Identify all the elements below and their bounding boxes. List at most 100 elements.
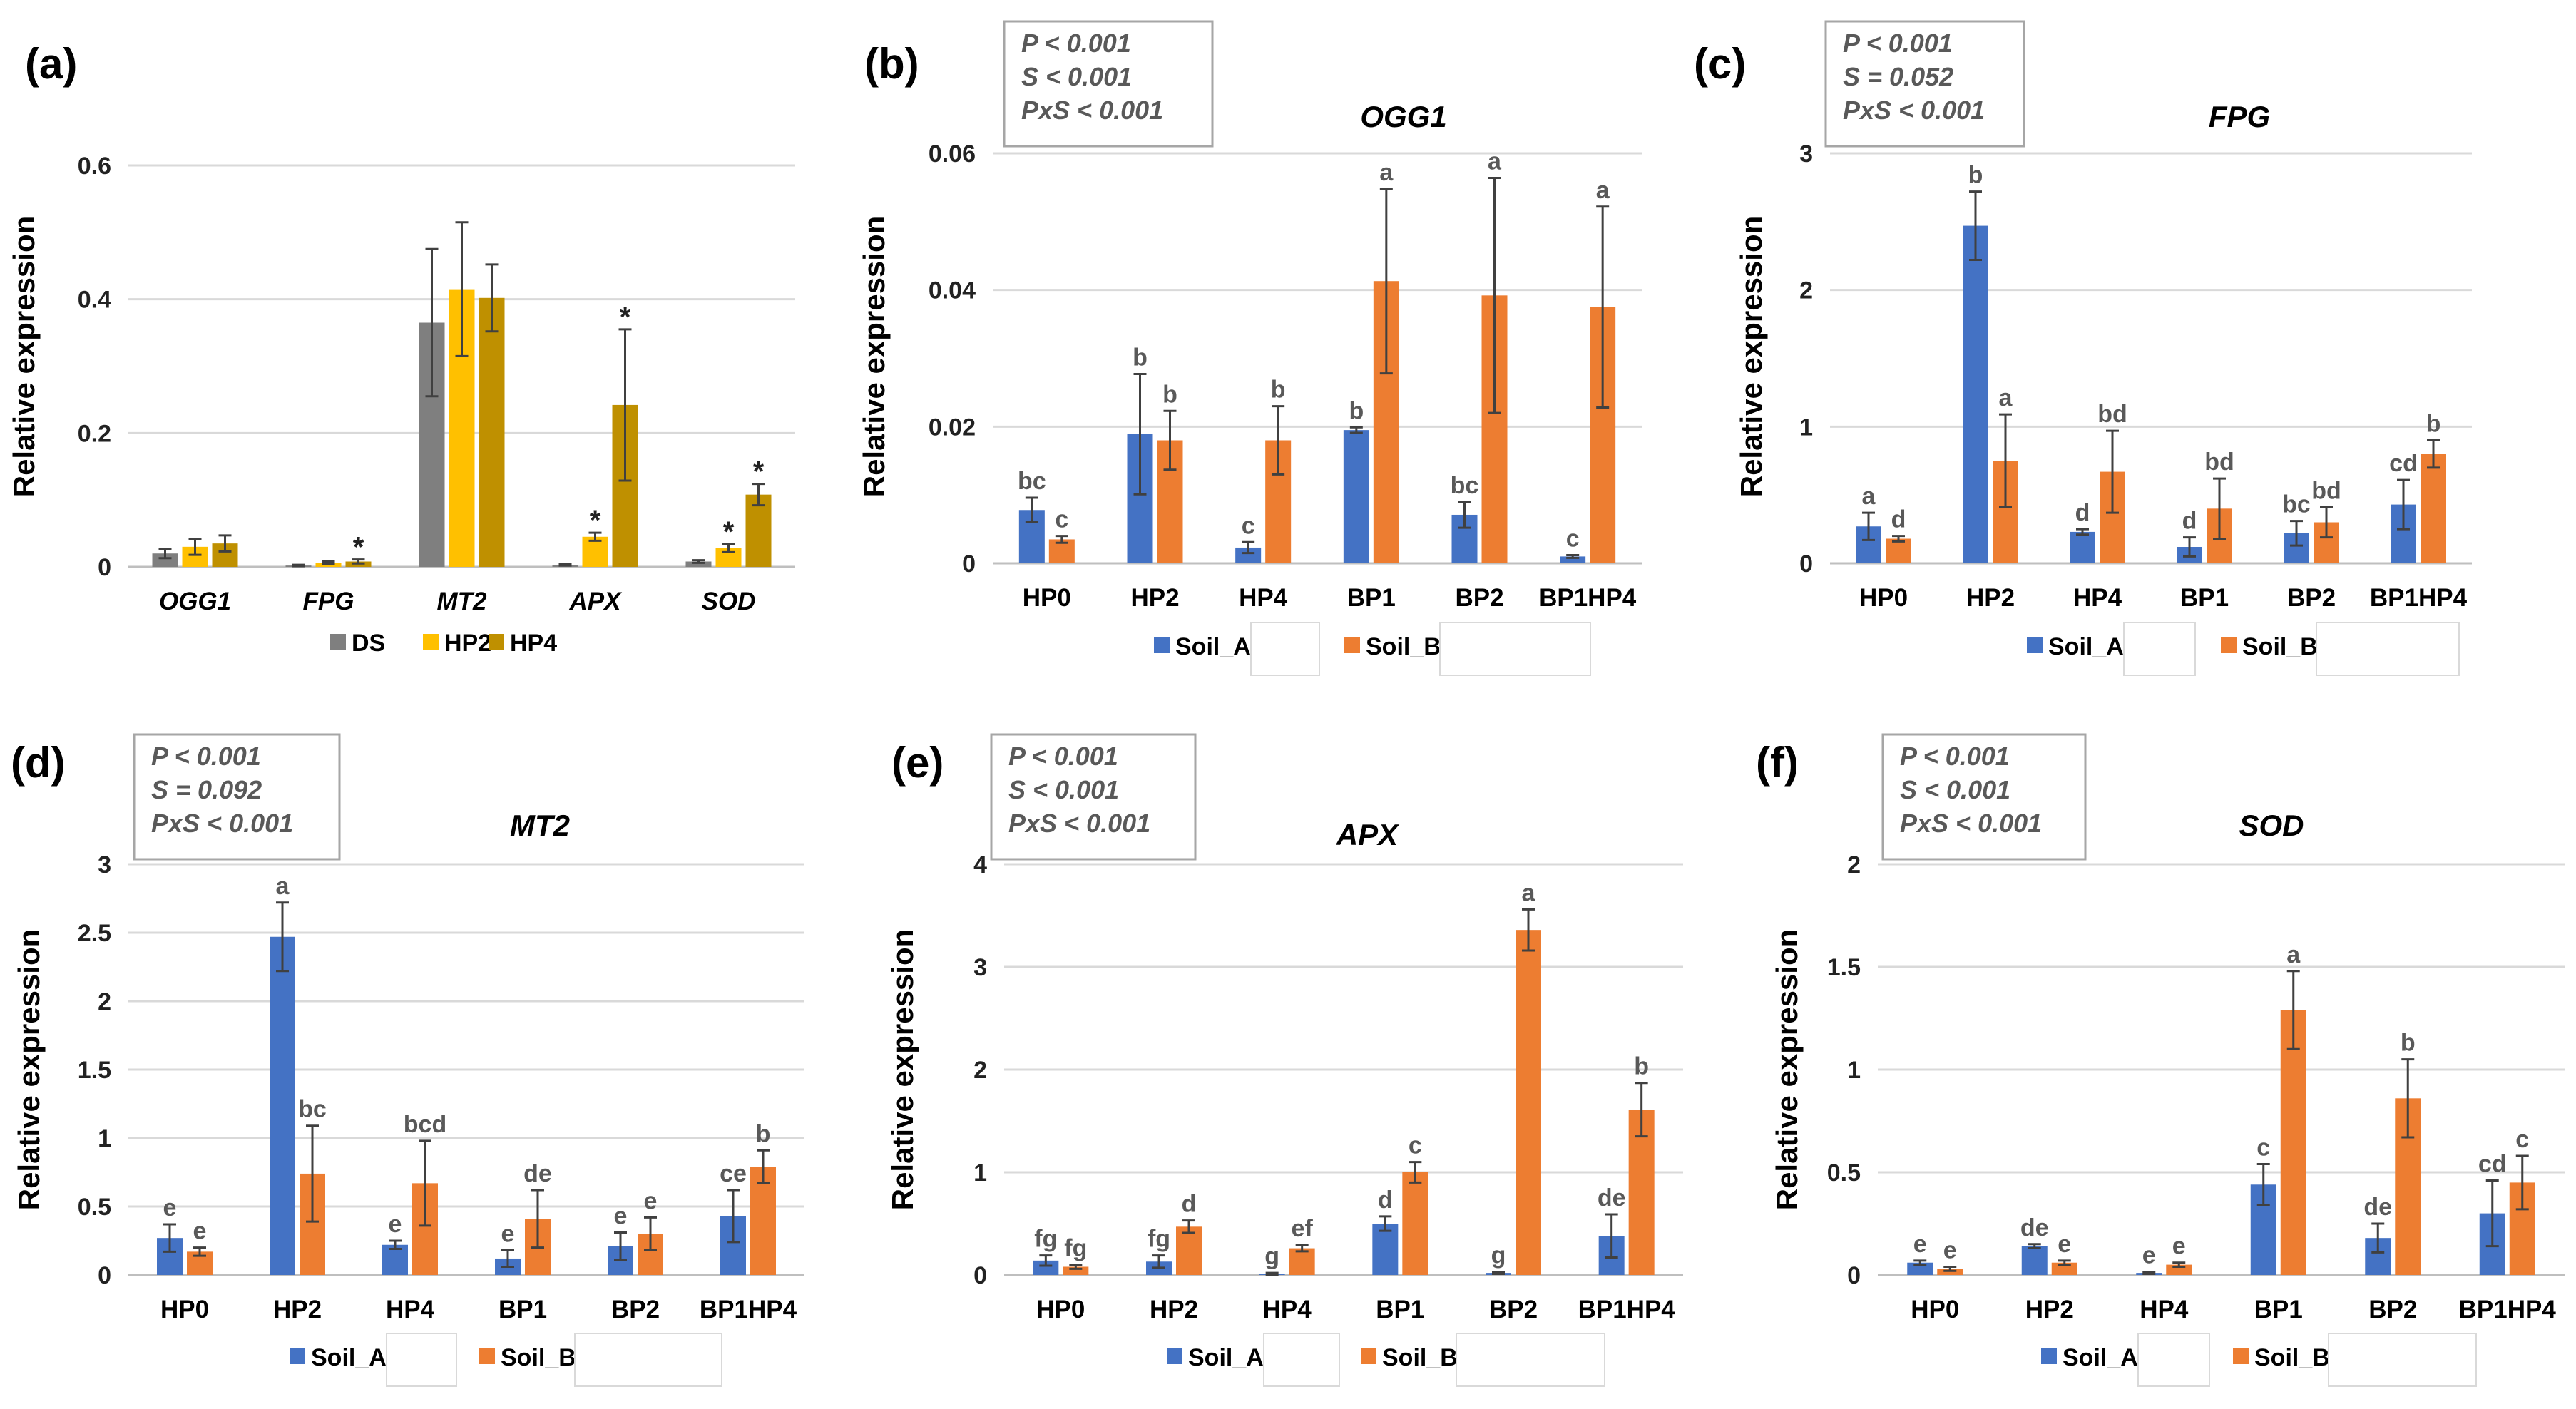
stats-text: S < 0.001 — [1900, 775, 2010, 804]
chart-title: SOD — [2239, 809, 2304, 842]
bar-soil-a — [270, 936, 295, 1275]
legend-swatch — [2221, 637, 2237, 653]
bar-ds — [685, 561, 712, 567]
significance-label: g — [1491, 1242, 1506, 1269]
bar-soil-b — [1289, 1248, 1315, 1275]
stats-box — [133, 733, 341, 861]
significance-label: a — [1862, 483, 1876, 510]
stats-text: PxS < 0.001 — [1008, 809, 1150, 838]
legend-box — [386, 1333, 457, 1387]
x-tick-label: HP2 — [273, 1296, 322, 1323]
significance-label: c — [1566, 526, 1580, 553]
y-tick-label: 1 — [973, 1159, 987, 1187]
significance-label: e — [2172, 1233, 2186, 1260]
bar-soil-b — [750, 1167, 776, 1275]
significance-label: c — [2515, 1126, 2529, 1153]
x-tick-label: HP4 — [386, 1296, 435, 1323]
bar-soil-a — [1963, 225, 1988, 563]
stats-text: S = 0.092 — [151, 775, 262, 804]
significance-label: a — [1379, 159, 1394, 186]
y-axis-label: Relative expression — [7, 216, 41, 498]
significance-label: a — [1488, 148, 1502, 175]
legend-label: Soil_A — [311, 1344, 387, 1371]
y-tick-label: 1.5 — [78, 1057, 111, 1084]
significance-label: fg — [1064, 1235, 1087, 1262]
panel-label: (e) — [891, 739, 944, 787]
legend-swatch — [1154, 637, 1170, 653]
significance-label: bd — [2311, 477, 2341, 504]
y-tick-label: 2.5 — [78, 920, 111, 947]
significance-label: * — [620, 302, 631, 333]
significance-label: a — [1522, 879, 1536, 906]
y-tick-label: 0.5 — [78, 1194, 111, 1221]
chart-title: MT2 — [510, 809, 570, 842]
stats-text: S < 0.001 — [1021, 62, 1132, 91]
stats-box — [1881, 733, 2087, 861]
significance-label: e — [614, 1202, 628, 1229]
y-tick-label: 0 — [1799, 550, 1813, 578]
bar-soil-b — [1516, 930, 1541, 1275]
bar-soil-a — [1235, 547, 1262, 563]
panel-d: (d) P < 0.001 S = 0.092 PxS < 0.001 0 0.5 1 1.5… — [11, 733, 804, 1387]
legend-label: Soil_A — [1175, 633, 1251, 660]
significance-label: b — [1271, 376, 1286, 404]
significance-label: a — [2286, 941, 2301, 968]
significance-label: d — [1182, 1191, 1197, 1218]
significance-label: * — [353, 532, 364, 563]
chart-title: APX — [1336, 818, 1400, 851]
significance-label: a — [1596, 177, 1610, 204]
bar-ds — [152, 553, 178, 567]
x-tick-label: BP1HP4 — [2459, 1296, 2557, 1323]
x-tick-label: BP2 — [1489, 1296, 1538, 1323]
legend-label: Soil_B — [1366, 633, 1441, 660]
significance-label: a — [1999, 384, 2013, 411]
stats-text: PxS < 0.001 — [151, 809, 293, 838]
significance-label: fg — [1148, 1226, 1170, 1253]
legend-swatch — [489, 634, 504, 650]
significance-label: de — [2020, 1214, 2049, 1241]
significance-label: b — [1133, 344, 1148, 372]
significance-label: cd — [2478, 1151, 2507, 1178]
y-tick-label: 2 — [1847, 851, 1861, 878]
legend-label: Soil_A — [1188, 1344, 1264, 1371]
x-tick-label: HP4 — [2140, 1296, 2189, 1323]
significance-label: d — [2075, 499, 2090, 526]
x-tick-label: BP1HP4 — [1578, 1296, 1676, 1323]
stats-box — [1003, 20, 1214, 148]
significance-label: ef — [1292, 1215, 1314, 1242]
x-tick-label: BP1HP4 — [1539, 584, 1637, 612]
y-tick-label: 0 — [962, 550, 976, 578]
significance-label: c — [1409, 1132, 1422, 1159]
stats-text: S = 0.052 — [1843, 62, 1953, 91]
legend-label: Soil_B — [501, 1344, 576, 1371]
bar-soil-a — [2070, 531, 2095, 563]
y-tick-label: 0 — [1847, 1262, 1861, 1289]
x-tick-label: HP0 — [160, 1296, 209, 1323]
legend-label: Soil_A — [2048, 633, 2124, 660]
stats-text: P < 0.001 — [1843, 29, 1953, 58]
significance-label: fg — [1034, 1226, 1057, 1253]
panel-label: (c) — [1694, 40, 1746, 88]
bar-soil-a — [1372, 1224, 1399, 1275]
x-tick-label: HP0 — [1911, 1296, 1959, 1323]
bar-soil-b — [2280, 1010, 2306, 1275]
panel-label: (b) — [864, 40, 919, 88]
bar-soil-a — [1033, 1260, 1059, 1275]
legend-swatch — [2041, 1348, 2057, 1364]
stats-text: PxS < 0.001 — [1900, 809, 2042, 838]
stats-text: S < 0.001 — [1008, 775, 1119, 804]
significance-label: e — [1913, 1231, 1927, 1258]
legend-swatch — [479, 1348, 495, 1364]
y-axis-label: Relative expression — [857, 216, 891, 498]
y-tick-label: 3 — [98, 851, 111, 878]
y-tick-label: 1 — [98, 1125, 111, 1152]
y-tick-label: 4 — [973, 851, 987, 878]
significance-label: de — [1598, 1184, 1626, 1211]
x-tick-label: HP4 — [1263, 1296, 1312, 1323]
legend-label: DS — [352, 630, 385, 657]
panel-e: (e) P < 0.001 S < 0.001 PxS < 0.001 0 1 2 3 4 Rel… — [886, 733, 1683, 1387]
significance-label: g — [1264, 1243, 1279, 1270]
legend-label: Soil_B — [2254, 1344, 2330, 1371]
significance-label: e — [1943, 1236, 1957, 1264]
legend-box — [574, 1333, 722, 1387]
